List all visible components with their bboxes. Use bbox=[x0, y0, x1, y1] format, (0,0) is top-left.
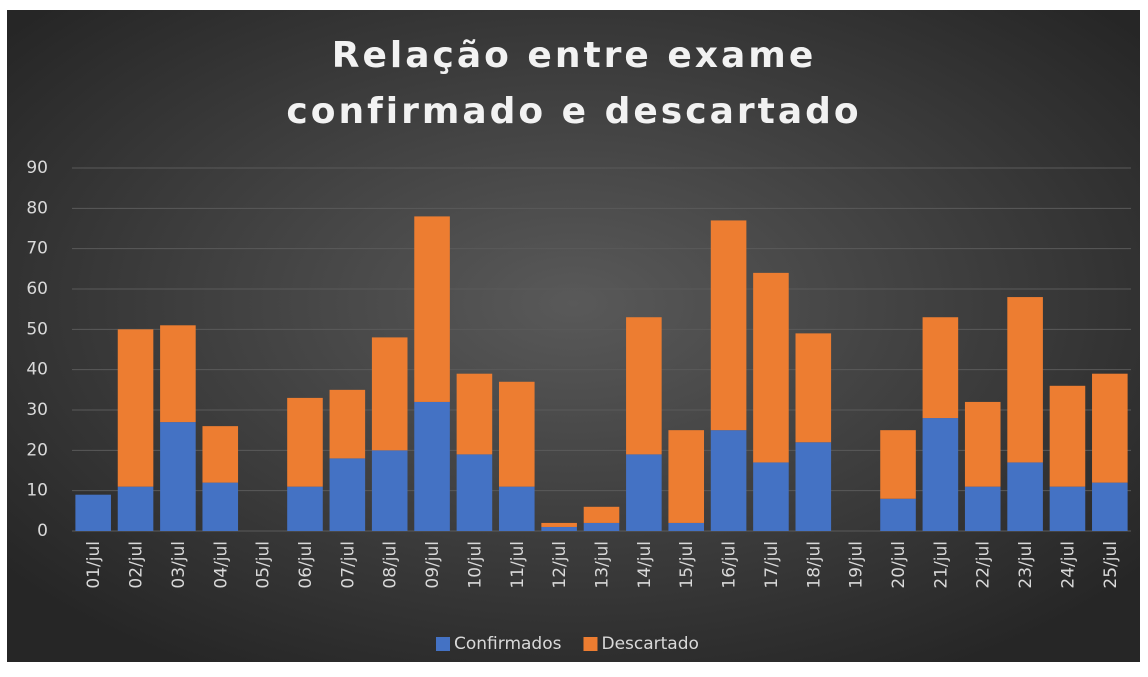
bar-segment bbox=[371, 450, 408, 531]
x-tick-label: 08/jul bbox=[381, 541, 401, 589]
bar-segment bbox=[710, 220, 747, 431]
legend-label: Descartado bbox=[601, 634, 698, 654]
x-tick-label: 12/jul bbox=[550, 541, 570, 589]
y-tick-label: 70 bbox=[26, 239, 48, 259]
bar-segment bbox=[964, 401, 1001, 487]
y-tick-label: 80 bbox=[26, 198, 48, 218]
x-tick-label: 17/jul bbox=[762, 541, 782, 589]
x-tick-label: 16/jul bbox=[720, 541, 740, 589]
bar-segment bbox=[753, 272, 789, 463]
bar-segment bbox=[287, 397, 323, 487]
bar-segment bbox=[498, 381, 535, 487]
bar-segment bbox=[668, 430, 705, 523]
y-tick-label: 10 bbox=[26, 481, 48, 501]
x-tick-label: 03/jul bbox=[169, 541, 189, 589]
bar-segment bbox=[329, 389, 366, 459]
x-tick-label: 13/jul bbox=[593, 541, 613, 589]
bar-segment bbox=[1049, 486, 1086, 531]
bar-segment bbox=[1092, 373, 1128, 483]
legend-swatch bbox=[436, 637, 450, 651]
x-tick-label: 15/jul bbox=[677, 541, 697, 589]
x-tick-label: 04/jul bbox=[211, 541, 231, 589]
x-tick-label: 05/jul bbox=[254, 541, 274, 589]
bar-segment bbox=[329, 458, 366, 531]
bar-segment bbox=[456, 454, 493, 531]
bar-segment bbox=[160, 325, 196, 423]
y-tick-label: 20 bbox=[26, 440, 48, 460]
bar-segment bbox=[75, 494, 111, 531]
bar-segment bbox=[541, 526, 577, 531]
bar-segment bbox=[583, 506, 620, 523]
bar-segment bbox=[1092, 482, 1128, 531]
legend-swatch bbox=[583, 637, 598, 651]
bar-segment bbox=[922, 418, 959, 531]
bar-segment bbox=[1007, 462, 1043, 531]
y-tick-label: 90 bbox=[26, 158, 48, 178]
x-tick-label: 20/jul bbox=[889, 541, 909, 589]
chart-title: Relação entre exame confirmado e descart… bbox=[286, 35, 862, 132]
bar-segment bbox=[880, 498, 916, 531]
bar-segment bbox=[922, 317, 959, 419]
y-tick-label: 0 bbox=[37, 521, 48, 541]
bar-segment bbox=[964, 486, 1001, 531]
x-tick-label: 23/jul bbox=[1016, 541, 1036, 589]
x-tick-label: 25/jul bbox=[1101, 541, 1121, 589]
x-tick-label: 19/jul bbox=[847, 541, 867, 589]
bar-segment bbox=[202, 482, 239, 531]
x-tick-label: 18/jul bbox=[804, 541, 824, 589]
bar-segment bbox=[795, 442, 832, 531]
bar-segment bbox=[160, 422, 196, 531]
bar-segment bbox=[626, 317, 662, 455]
bar-segment bbox=[414, 401, 450, 531]
bar-segment bbox=[456, 373, 493, 455]
bar-segment bbox=[202, 426, 239, 483]
x-tick-label: 14/jul bbox=[635, 541, 655, 589]
x-tick-label: 07/jul bbox=[338, 541, 358, 589]
y-tick-label: 40 bbox=[26, 360, 48, 380]
bar-segment bbox=[117, 329, 154, 487]
legend-label: Confirmados bbox=[454, 634, 562, 654]
x-tick-label: 24/jul bbox=[1058, 541, 1078, 589]
bar-segment bbox=[583, 522, 620, 531]
bar-segment bbox=[541, 522, 577, 527]
bar-segment bbox=[371, 337, 408, 451]
x-tick-label: 11/jul bbox=[508, 541, 528, 589]
bar-segment bbox=[710, 430, 747, 531]
x-tick-label: 09/jul bbox=[423, 541, 443, 589]
bar-segment bbox=[795, 333, 832, 443]
x-tick-label: 21/jul bbox=[931, 541, 951, 589]
bar-segment bbox=[117, 486, 154, 531]
x-tick-label: 02/jul bbox=[127, 541, 147, 589]
bar-segment bbox=[753, 462, 789, 531]
bar-segment bbox=[1007, 297, 1043, 463]
y-tick-label: 30 bbox=[26, 400, 48, 420]
bar-segment bbox=[668, 522, 705, 531]
y-tick-label: 50 bbox=[26, 319, 48, 339]
bar-segment bbox=[626, 454, 662, 531]
x-tick-label: 06/jul bbox=[296, 541, 316, 589]
bar-segment bbox=[1049, 385, 1086, 487]
x-tick-label: 22/jul bbox=[974, 541, 994, 589]
y-tick-label: 60 bbox=[26, 279, 48, 299]
bar-segment bbox=[287, 486, 323, 531]
bar-segment bbox=[880, 430, 916, 499]
x-tick-label: 10/jul bbox=[465, 541, 485, 589]
x-tick-label: 01/jul bbox=[84, 541, 104, 589]
bar-segment bbox=[414, 216, 450, 402]
bar-segment bbox=[498, 486, 535, 531]
